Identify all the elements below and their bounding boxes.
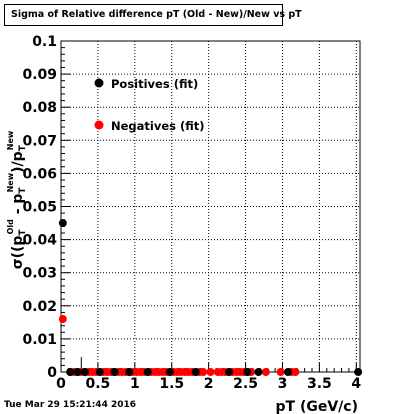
y-tick-label: 0.09 [22, 67, 57, 83]
ylabel-sub-t3: T [18, 144, 28, 151]
data-points [58, 219, 363, 376]
y-tick-label: 0.08 [22, 100, 57, 116]
legend-label: Negatives (fit) [111, 119, 205, 133]
timestamp: Tue Mar 29 15:21:44 2016 [4, 400, 137, 410]
legend-label: Positives (fit) [111, 77, 198, 91]
ylabel-slash: )/p [10, 151, 26, 173]
ylabel-sub-t2: T [18, 187, 28, 194]
legend-marker [94, 78, 104, 88]
ylabel-sup-new-2: New [6, 130, 15, 150]
positives-point [243, 368, 252, 376]
chart-title: Sigma of Relative difference pT (Old - N… [11, 9, 302, 20]
negatives-point [276, 368, 285, 376]
ylabel-sup-old: Old [6, 219, 15, 235]
positives-point [73, 368, 82, 376]
positives-point [58, 219, 67, 228]
negatives-point [199, 368, 208, 376]
ylabel-sub-t1: T [18, 229, 28, 236]
negatives-point [206, 368, 215, 376]
x-tick-label: 3 [278, 376, 288, 392]
legend-marker [94, 120, 104, 130]
negatives-point [291, 368, 300, 376]
x-tick-label: 1 [130, 376, 140, 392]
x-tick-label: 1.5 [159, 376, 184, 392]
y-tick-label: 0.05 [22, 200, 57, 216]
axes: 0 0.5 1 1.5 2 2.5 3 3.5 4 0 0.01 0.02 0.03 0.04 0.05 0.… [22, 34, 361, 392]
positives-point [110, 368, 119, 376]
positives-point [224, 368, 233, 376]
grid-lines [61, 40, 360, 372]
positives-point [165, 368, 174, 376]
svg-text:σ((pTOld - pTNew)/pTNew: σ((pTOld - pTNew)/pTNew [6, 130, 28, 269]
y-tick-label: 0.1 [32, 34, 57, 50]
positives-point [254, 368, 263, 376]
plot-frame [60, 40, 361, 373]
x-tick-label: 0.5 [86, 376, 111, 392]
positives-point [354, 368, 363, 376]
x-axis-label: pT (GeV/c) [276, 399, 358, 414]
y-tick-label: 0.02 [22, 299, 57, 315]
y-tick-label: 0.01 [22, 332, 57, 348]
positives-point [191, 368, 200, 376]
x-tick-label: 0 [56, 376, 66, 392]
chart-title-box: Sigma of Relative difference pT (Old - N… [4, 4, 302, 26]
positives-point [284, 368, 293, 376]
y-tick-label: 0.06 [22, 166, 57, 182]
y-tick-label: 0.07 [22, 133, 57, 149]
x-tick-label: 3.5 [307, 376, 332, 392]
y-tick-label: 0 [47, 365, 57, 381]
negatives-point [58, 315, 67, 324]
positives-point [95, 368, 104, 376]
legend: Positives (fit) Negatives (fit) [94, 77, 205, 133]
y-axis-label: σ((pTOld - pTNew)/pTNew [6, 130, 28, 269]
y-tick-label: 0.03 [22, 266, 57, 282]
ylabel-minus: - p [10, 194, 26, 220]
positives-point [66, 368, 75, 376]
ylabel-sup-new: New [6, 172, 15, 192]
x-tick-label: 2 [204, 376, 214, 392]
negatives-point [261, 368, 270, 376]
x-tick-label: 2.5 [233, 376, 258, 392]
x-tick-label: 4 [351, 376, 361, 392]
positives-point [143, 368, 152, 376]
positives-point [80, 368, 89, 376]
positives-point [125, 368, 134, 376]
ylabel-sigma: σ((p [10, 236, 26, 270]
y-tick-label: 0.04 [22, 233, 57, 249]
